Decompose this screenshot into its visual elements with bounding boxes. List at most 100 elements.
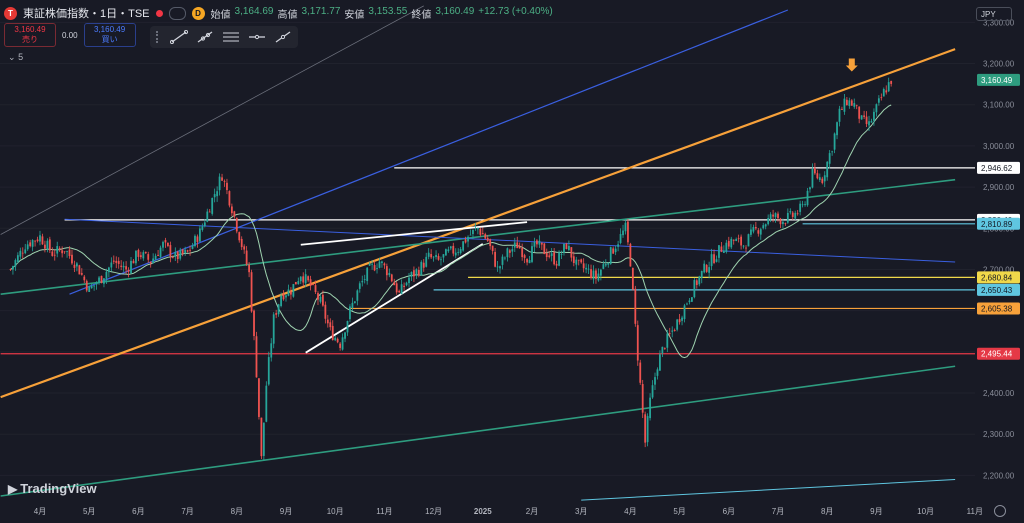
candle-body [437,255,440,260]
candle-body [472,229,474,235]
low-label: 安値 [344,9,365,21]
path-tool-icon[interactable] [274,30,292,44]
gear-icon[interactable] [994,505,1006,517]
horizontal-line-tool-icon[interactable] [248,30,266,44]
candle-body [199,228,201,242]
candle-body [26,244,29,250]
candle-body [270,343,273,358]
candle-body [171,257,174,259]
x-tick-label: 5月 [673,507,685,516]
candle-body [595,270,597,279]
candle-body [853,103,856,107]
visibility-toggle-icon[interactable] [168,6,186,20]
candle-body [132,260,135,264]
candle-body [390,274,393,282]
candle-body [36,239,39,242]
candle-body [78,265,81,275]
x-tick-label: 2025 [474,507,492,516]
candle-body [85,280,88,291]
candle-body [481,233,484,235]
candle-body [211,197,214,214]
buy-button[interactable]: 3,160.49 買い [83,23,136,47]
candle-body [9,269,12,271]
x-tick-label: 2月 [526,507,538,516]
high-label: 高値 [277,9,298,21]
candle-body [614,248,617,253]
candle-body [777,213,779,219]
candle-body [307,276,310,281]
trend-line-tool-icon[interactable] [170,30,188,44]
candle-body [708,267,711,273]
open-label: 始値 [210,9,231,21]
candle-body [804,204,806,206]
candle-body [462,241,465,251]
candle-body [718,245,720,258]
candle-body [174,251,177,257]
candle-body [228,191,231,206]
price-axis[interactable]: 2,200.002,300.002,400.002,500.002,600.00… [983,18,1015,480]
sell-label: 売り [22,35,38,44]
candle-body [186,250,189,252]
candle-body [331,325,334,340]
candle-body [309,279,312,286]
candle-body [880,97,883,99]
candle-body [863,115,865,117]
candle-body [115,260,118,263]
sell-button[interactable]: 3,160.49 売り [4,23,56,47]
candle-body [383,263,386,266]
candle-body [521,248,524,258]
candle-body [191,245,194,249]
candle-body [624,222,627,232]
drawing-lines[interactable] [0,5,975,501]
candle-body [501,256,504,265]
ray-tool-icon[interactable] [196,30,214,44]
symbol-title[interactable]: 東証株価指数・1日・TSE [23,8,150,20]
candle-body [159,247,162,257]
time-axis[interactable]: 4月 5月 6月 7月 8月 9月 10月 11月 12月 2025 2月 3月 4月 5月 6月 7月 8月 9… [34,507,983,516]
candle-body [577,259,580,261]
candle-body [103,278,105,284]
currency-selector[interactable]: JPY [976,7,1012,21]
candle-body [329,322,332,328]
candle-body [314,285,317,293]
candle-body [486,237,489,241]
change-value: +12.73 (+0.40%) [478,5,553,17]
candle-body [304,274,307,284]
candle-body [135,250,137,264]
candle-body [258,378,260,417]
candle-body [196,236,199,243]
candle-body [484,234,487,239]
open-value: 3,164.69 [234,5,274,17]
candle-body [533,241,536,247]
candle-body [887,82,890,92]
candle-body [280,295,282,307]
candle-body [230,206,233,214]
fib-tool-icon[interactable] [222,30,240,44]
candle-body [782,221,784,225]
candle-body [683,305,686,320]
candle-body [299,276,302,282]
candle-body [855,104,858,106]
indicators-toggle[interactable]: ⌄ 5 [8,52,23,63]
candle-body [617,244,619,247]
candle-body [654,377,656,385]
candle-body [686,303,688,305]
candle-body [700,270,703,279]
drag-handle-icon[interactable] [156,31,162,43]
candle-body [558,252,560,266]
candle-body [66,251,68,253]
price-label-text: 2,680.84 [981,273,1013,282]
candle-body [336,338,339,343]
candle-body [691,297,693,302]
candle-body [152,258,155,264]
candle-body [373,265,376,271]
candle-body [290,291,292,295]
tradingview-mark-icon: ▶︎ [8,481,17,496]
candle-body [759,229,762,235]
candle-body [504,257,506,259]
candle-body [430,254,433,258]
candle-body [147,254,150,260]
candle-body [875,104,878,113]
candle-body [420,261,423,276]
